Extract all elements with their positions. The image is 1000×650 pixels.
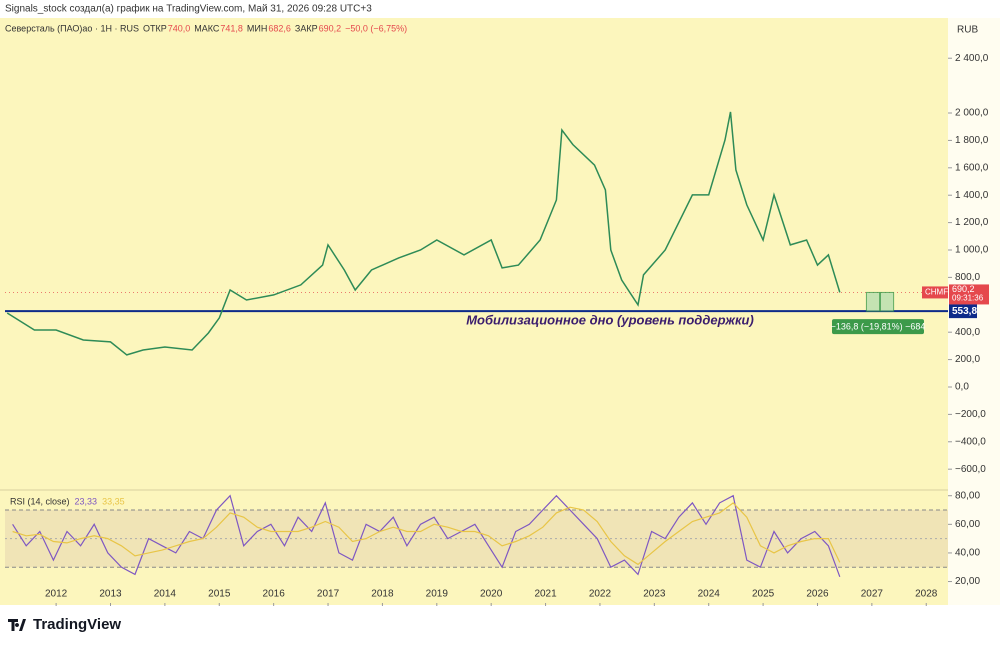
indicator-title: RSI (14, close) <box>10 496 70 506</box>
logo-icon <box>8 619 26 631</box>
x-tick-label: 2026 <box>806 589 829 600</box>
x-tick-label: 2023 <box>643 589 666 600</box>
series-line <box>12 502 841 566</box>
y-tick-label: 1 400,0 <box>955 190 989 201</box>
ohlc-value: 690,2 <box>319 23 342 33</box>
support-note: Мобилизационное дно (уровень поддержки) <box>466 313 754 328</box>
x-tick-label: 2024 <box>698 589 721 600</box>
y-tick-label: 1 200,0 <box>955 217 989 228</box>
price-label: 690,2 <box>952 284 975 294</box>
support-label: 553,8 <box>952 306 977 317</box>
measure-label: −136,8 (−19,81%) −684 <box>831 321 926 331</box>
ohlc-label: МАКС <box>194 23 220 33</box>
ohlc-label: ЗАКР <box>295 23 318 33</box>
credit: Signals_stock создал(а) график на Tradin… <box>5 3 372 15</box>
y-tick-label: 80,00 <box>955 490 980 501</box>
support-tag <box>949 304 977 319</box>
ohlc-value: 741,8 <box>220 23 243 33</box>
y-tick-label: 0,0 <box>955 382 969 393</box>
y-tick-label: −600,0 <box>955 464 986 475</box>
x-tick-label: 2014 <box>154 589 177 600</box>
series-line <box>6 111 841 356</box>
y-tick-label: 20,00 <box>955 576 980 587</box>
x-tick-label: 2012 <box>45 589 68 600</box>
indicator-value: 33,35 <box>102 496 125 506</box>
indicator-value: 23,33 <box>75 496 98 506</box>
x-tick-label: 2015 <box>208 589 231 600</box>
currency: RUB <box>957 25 978 36</box>
price-tag <box>949 284 989 305</box>
x-tick-label: 2025 <box>752 589 775 600</box>
measure-label-bg <box>832 319 924 335</box>
x-tick-label: 2016 <box>263 589 286 600</box>
change: −50,0 (−6,75%) <box>345 23 407 33</box>
y-tick-label: 200,0 <box>955 354 980 365</box>
ohlc-label: ОТКР <box>143 23 167 33</box>
y-tick-label: 60,00 <box>955 519 980 530</box>
x-tick-label: 2028 <box>915 589 938 600</box>
y-tick-label: 40,00 <box>955 548 980 559</box>
ticker-tag <box>922 286 948 299</box>
logo-text: TradingView <box>33 616 121 633</box>
x-tick-label: 2022 <box>589 589 612 600</box>
symbol: Северсталь (ПАО)ао · 1Н · RUS <box>5 23 139 33</box>
y-tick-label: −200,0 <box>955 409 986 420</box>
ticker: CHMF <box>925 288 948 297</box>
ohlc-value: 682,6 <box>268 23 291 33</box>
y-tick-label: 400,0 <box>955 327 980 338</box>
series-line <box>12 494 841 578</box>
y-tick-label: −400,0 <box>955 436 986 447</box>
x-tick-label: 2013 <box>99 589 122 600</box>
ohlc-value: 740,0 <box>168 23 191 33</box>
tv-logo <box>8 619 26 631</box>
x-tick-label: 2018 <box>371 589 394 600</box>
x-tick-label: 2020 <box>480 589 503 600</box>
countdown: 09:31:36 <box>952 294 984 303</box>
y-tick-label: 1 000,0 <box>955 245 989 256</box>
x-tick-label: 2019 <box>426 589 449 600</box>
y-tick-label: 1 800,0 <box>955 135 989 146</box>
x-tick-label: 2017 <box>317 589 340 600</box>
x-tick-label: 2027 <box>861 589 884 600</box>
y-tick-label: 2 400,0 <box>955 53 989 64</box>
y-tick-label: 2 000,0 <box>955 108 989 119</box>
x-tick-label: 2021 <box>534 589 557 600</box>
y-tick-label: 800,0 <box>955 272 980 283</box>
ohlc-label: МИН <box>247 23 267 33</box>
y-tick-label: 1 600,0 <box>955 162 989 173</box>
